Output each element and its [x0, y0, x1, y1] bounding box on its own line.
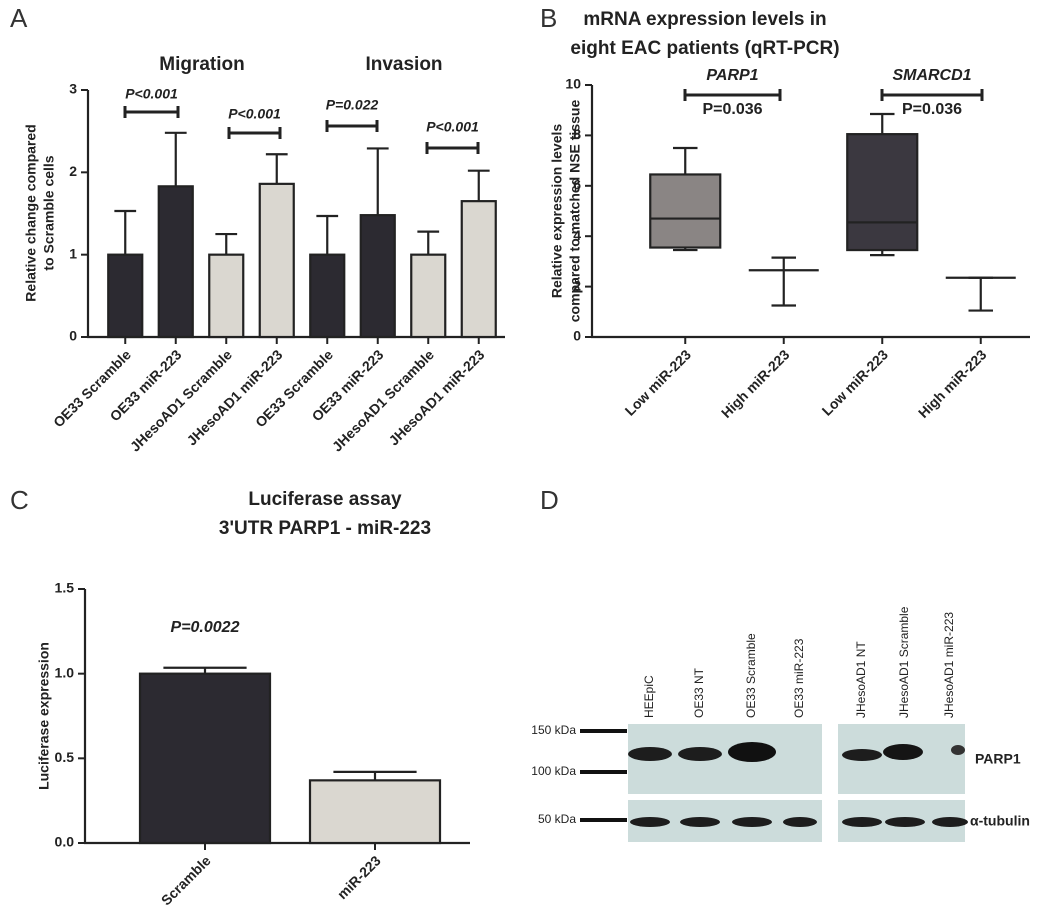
band: [630, 817, 670, 827]
band: [885, 817, 925, 827]
bar: [208, 253, 245, 339]
lane-label: HEEpiC: [642, 675, 656, 718]
y-tick-label: 1.5: [55, 580, 75, 596]
x-tick-label: Low miR-223: [622, 346, 695, 419]
marker-label: 50 kDa: [538, 812, 576, 826]
y-tick-label: 0: [69, 328, 77, 344]
band: [883, 744, 923, 760]
chart-title: mRNA expression levels in: [583, 9, 826, 30]
lane-label: OE33 miR-223: [792, 638, 806, 718]
x-tick-label: JHesoAD1 miR-223: [385, 346, 487, 448]
lane-label: JHesoAD1 miR-223: [942, 612, 956, 718]
y-tick-label: 1: [69, 245, 77, 261]
band: [932, 817, 968, 827]
p-value: P=0.022: [326, 97, 379, 113]
protein-label: α-tubulin: [970, 813, 1030, 829]
y-tick-label: 1.0: [55, 664, 75, 680]
y-axis-label: to Scramble cells: [41, 155, 57, 270]
bar: [157, 185, 194, 339]
p-value: P<0.001: [228, 106, 281, 122]
y-tick-label: 0.0: [55, 834, 75, 850]
bar: [359, 214, 396, 339]
y-axis-label: Relative change compared: [23, 124, 39, 301]
x-tick-label: miR-223: [334, 852, 384, 902]
y-tick-label: 10: [565, 76, 581, 92]
y-axis-label: compared to matched NSE tissue: [567, 100, 583, 323]
gene-label: SMARCD1: [892, 67, 971, 84]
box: [649, 173, 722, 249]
group-label: Invasion: [365, 54, 442, 75]
band: [678, 747, 722, 761]
bar: [308, 779, 442, 845]
group-label: Migration: [159, 54, 245, 75]
bar: [138, 672, 272, 845]
band: [842, 817, 882, 827]
p-value: P=0.036: [902, 101, 962, 118]
marker-label: 100 kDa: [531, 764, 576, 778]
bar: [258, 182, 295, 339]
lane-label: OE33 Scramble: [744, 633, 758, 718]
p-value: P<0.001: [125, 86, 178, 102]
bar: [410, 253, 447, 339]
band: [951, 745, 965, 755]
panel-letter: B: [540, 3, 557, 33]
band: [628, 747, 672, 761]
y-tick-label: 6: [573, 177, 581, 193]
y-tick-label: 4: [573, 227, 581, 243]
band: [732, 817, 772, 827]
chart-title: 3'UTR PARP1 - miR-223: [219, 518, 431, 539]
band: [783, 817, 817, 827]
panel-letter: C: [10, 485, 29, 515]
y-axis-label: Luciferase expression: [36, 642, 52, 790]
panel-letter: A: [10, 3, 28, 33]
bar: [460, 200, 497, 339]
y-tick-label: 0: [573, 328, 581, 344]
y-tick-label: 2: [69, 163, 77, 179]
p-value: P=0.036: [702, 101, 762, 118]
band: [680, 817, 720, 827]
lane-label: OE33 NT: [692, 667, 706, 718]
p-value: P=0.0022: [171, 619, 240, 636]
protein-label: PARP1: [975, 751, 1021, 767]
y-tick-label: 3: [69, 81, 77, 97]
x-tick-label: High miR-223: [718, 346, 793, 421]
band: [842, 749, 882, 761]
x-tick-label: High miR-223: [915, 346, 990, 421]
x-tick-label: JHesoAD1 miR-223: [183, 346, 285, 448]
chart-title: eight EAC patients (qRT-PCR): [570, 38, 839, 59]
x-tick-label: Scramble: [158, 852, 214, 908]
lane-label: JHesoAD1 NT: [854, 641, 868, 718]
y-tick-label: 0.5: [55, 749, 75, 765]
western-blot: 150 kDa 100 kDa 50 kDa PARP1 α-tubulin: [531, 723, 1030, 842]
p-value: P<0.001: [426, 119, 479, 135]
marker-label: 150 kDa: [531, 723, 576, 737]
bar: [309, 253, 346, 339]
band: [728, 742, 776, 762]
chart-title: Luciferase assay: [248, 489, 402, 510]
bar: [107, 253, 144, 339]
y-tick-label: 2: [573, 277, 581, 293]
box: [846, 133, 919, 252]
gene-label: PARP1: [706, 67, 758, 84]
y-axis-label: Relative expression levels: [549, 124, 565, 299]
panel-letter: D: [540, 485, 559, 515]
lane-label: JHesoAD1 Scramble: [897, 606, 911, 718]
y-tick-label: 8: [573, 126, 581, 142]
x-tick-label: Low miR-223: [819, 346, 892, 419]
